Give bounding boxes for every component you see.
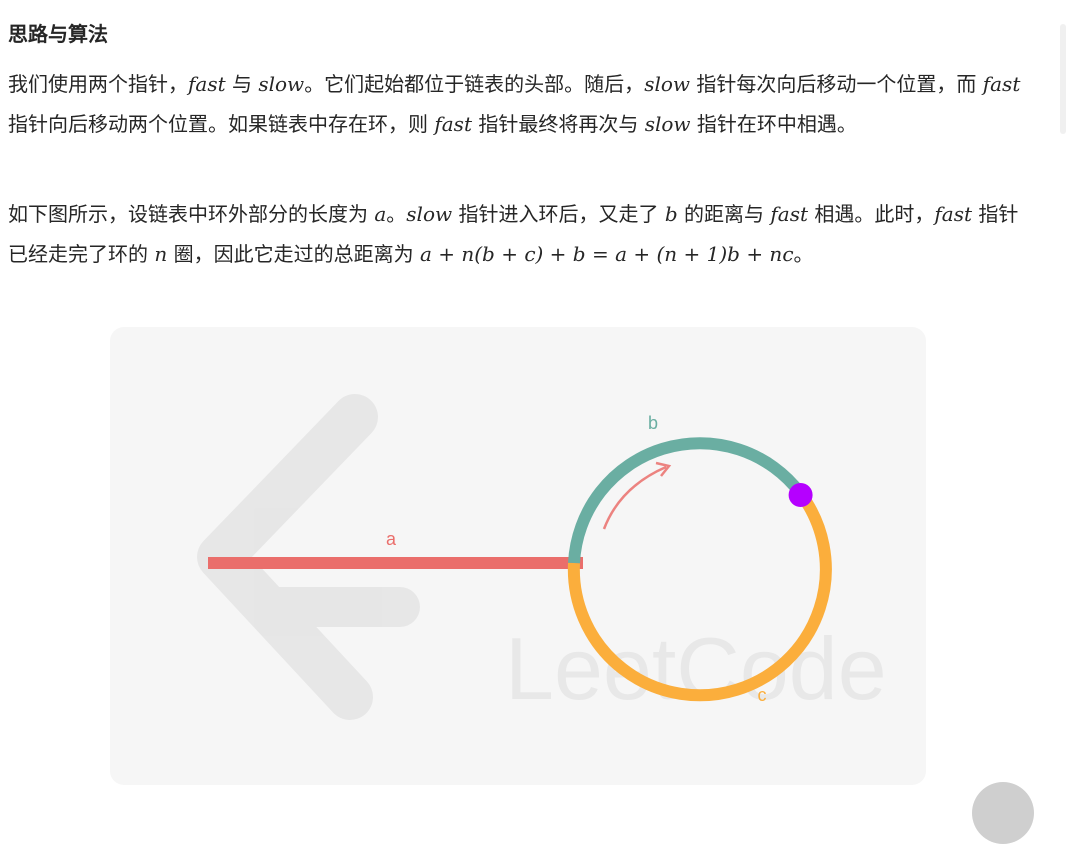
arc-b xyxy=(568,437,806,564)
math-fast: fast xyxy=(934,202,973,226)
math-fast: fast xyxy=(770,202,809,226)
label-b: b xyxy=(648,413,658,433)
math-b: b xyxy=(664,202,678,226)
label-c: c xyxy=(758,685,767,705)
math-slow: slow xyxy=(644,112,691,136)
section-title: 思路与算法 xyxy=(8,22,108,46)
cycle-diagram: LeetCode a b c xyxy=(197,394,887,720)
paragraph-intro: 我们使用两个指针，fast 与 slow。它们起始都位于链表的头部。随后，slo… xyxy=(8,72,1021,136)
math-fast: fast xyxy=(188,72,226,96)
math-slow: slow xyxy=(406,202,453,226)
meeting-point xyxy=(788,483,813,507)
math-n: n xyxy=(154,242,168,266)
watermark-text: LeetCode xyxy=(505,619,887,718)
floating-action-button[interactable] xyxy=(972,782,1034,844)
direction-arrow xyxy=(602,465,667,530)
math-slow: slow xyxy=(644,72,691,96)
arc-c xyxy=(567,490,832,702)
paragraph-analysis: 如下图所示，设链表中环外部分的长度为 a。slow 指针进入环后，又走了 b 的… xyxy=(8,202,1019,266)
math-a: a xyxy=(374,202,387,226)
scrollbar[interactable] xyxy=(1060,24,1066,134)
math-slow: slow xyxy=(258,72,305,96)
linked-list-cycle-figure: LeetCode a b c xyxy=(110,327,926,785)
arrow-head-icon xyxy=(655,461,672,477)
distance-formula: a + n(b + c) + b = a + (n + 1)b + nc xyxy=(419,242,794,266)
math-fast: fast xyxy=(982,72,1021,96)
math-fast: fast xyxy=(434,112,472,136)
label-a: a xyxy=(386,529,397,549)
